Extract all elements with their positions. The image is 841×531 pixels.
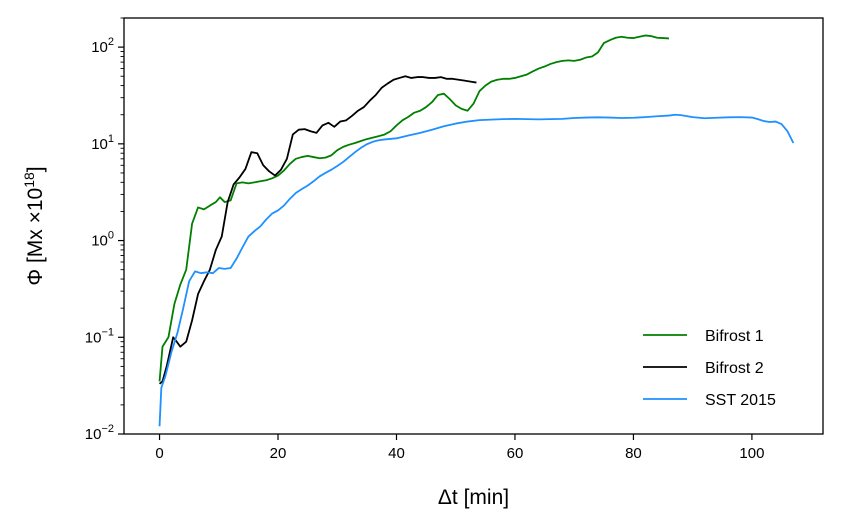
- y-axis-label: Φ [Mx ×1018]: [21, 166, 47, 285]
- y-tick-label: 10−1: [85, 326, 114, 346]
- y-tick-label: 10−2: [85, 423, 114, 443]
- legend-label: Bifrost 1: [705, 328, 764, 345]
- series-line-bifrost-2: [158, 75, 477, 385]
- series-line-bifrost-1: [158, 34, 670, 382]
- y-tick-label: 100: [91, 230, 114, 250]
- y-tick-label: 102: [91, 36, 114, 56]
- x-axis-label: Δt [min]: [438, 486, 509, 509]
- x-tick-label: 60: [507, 445, 524, 462]
- legend-label: SST 2015: [705, 392, 776, 409]
- x-tick-label: 100: [739, 445, 764, 462]
- plot-content: [158, 34, 795, 427]
- legend-label: Bifrost 2: [705, 360, 764, 377]
- x-tick-label: 80: [625, 445, 642, 462]
- plot-frame: [123, 17, 824, 435]
- x-tick-label: 0: [155, 445, 163, 462]
- series-line-sst-2015: [158, 113, 795, 427]
- x-tick-label: 40: [388, 445, 405, 462]
- y-tick-label: 101: [91, 133, 114, 153]
- x-tick-label: 20: [270, 445, 287, 462]
- ticks: 0 20 40 60 80 100 10−2 10−1 100 101 102: [85, 17, 764, 462]
- legend: Bifrost 1 Bifrost 2 SST 2015: [643, 328, 776, 409]
